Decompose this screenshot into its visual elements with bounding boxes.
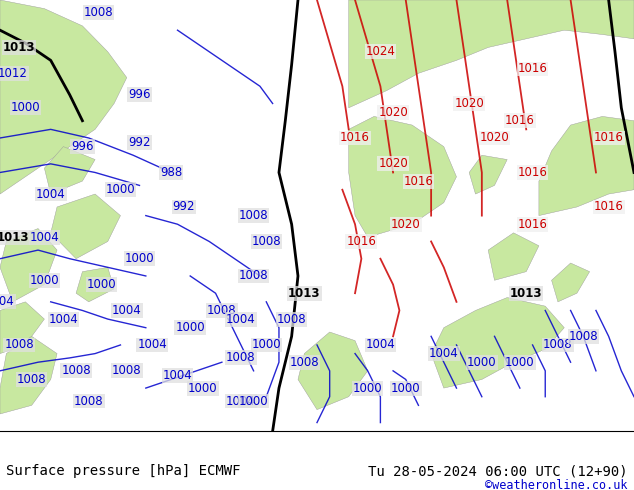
- Text: 1008: 1008: [61, 365, 91, 377]
- Text: 1004: 1004: [49, 313, 78, 325]
- Polygon shape: [0, 228, 57, 302]
- Text: 1004: 1004: [429, 347, 458, 360]
- Text: 1016: 1016: [403, 174, 434, 188]
- Text: 1000: 1000: [188, 382, 217, 394]
- Text: 1004: 1004: [112, 304, 141, 317]
- Polygon shape: [51, 194, 120, 259]
- Polygon shape: [44, 147, 95, 194]
- Text: 1000: 1000: [87, 278, 116, 291]
- Polygon shape: [0, 336, 57, 414]
- Text: 1000: 1000: [30, 274, 59, 287]
- Text: 1024: 1024: [365, 45, 396, 58]
- Text: 992: 992: [172, 200, 195, 214]
- Text: 1008: 1008: [569, 330, 598, 343]
- Text: 1008: 1008: [277, 313, 306, 325]
- Text: 1000: 1000: [176, 321, 205, 334]
- Text: 996: 996: [71, 140, 94, 153]
- Text: 1008: 1008: [290, 356, 319, 368]
- Text: 1008: 1008: [239, 270, 268, 282]
- Text: 1004: 1004: [226, 394, 256, 408]
- Text: 1020: 1020: [391, 218, 420, 231]
- Text: 1004: 1004: [30, 231, 59, 244]
- Text: 1016: 1016: [517, 218, 548, 231]
- Text: 1004: 1004: [36, 188, 65, 200]
- Text: 1000: 1000: [505, 356, 534, 368]
- Text: 1004: 1004: [138, 339, 167, 351]
- Text: 1008: 1008: [74, 394, 103, 408]
- Text: 992: 992: [128, 136, 151, 149]
- Text: 1004: 1004: [163, 368, 192, 382]
- Text: 1013: 1013: [288, 287, 321, 300]
- Text: 1000: 1000: [125, 252, 154, 265]
- Text: 1016: 1016: [340, 131, 370, 145]
- Polygon shape: [349, 0, 634, 108]
- Text: 1020: 1020: [378, 106, 408, 119]
- Text: 1004: 1004: [366, 339, 395, 351]
- Polygon shape: [349, 117, 456, 237]
- Text: 1020: 1020: [480, 131, 509, 145]
- Text: 1000: 1000: [353, 382, 382, 394]
- Text: 1000: 1000: [391, 382, 420, 394]
- Text: 1000: 1000: [11, 101, 40, 114]
- Text: 1000: 1000: [252, 339, 281, 351]
- Polygon shape: [539, 117, 634, 216]
- Text: 1008: 1008: [226, 351, 256, 365]
- Text: 1020: 1020: [378, 157, 408, 171]
- Text: 1008: 1008: [252, 235, 281, 248]
- Text: 1008: 1008: [543, 339, 573, 351]
- Text: 1012: 1012: [0, 67, 28, 80]
- Text: 1008: 1008: [17, 373, 46, 386]
- Text: 1004: 1004: [226, 313, 256, 325]
- Text: 1020: 1020: [455, 97, 484, 110]
- Polygon shape: [431, 297, 564, 388]
- Text: 1016: 1016: [517, 166, 548, 179]
- Polygon shape: [552, 263, 590, 302]
- Text: ©weatheronline.co.uk: ©weatheronline.co.uk: [485, 479, 628, 490]
- Text: 1008: 1008: [239, 209, 268, 222]
- Polygon shape: [0, 302, 44, 354]
- Text: 1008: 1008: [4, 339, 34, 351]
- Text: 996: 996: [128, 88, 151, 101]
- Text: 1013: 1013: [3, 41, 36, 54]
- Text: 1000: 1000: [239, 394, 268, 408]
- Polygon shape: [298, 332, 368, 410]
- Text: 1004: 1004: [0, 295, 15, 308]
- Text: 1016: 1016: [346, 235, 377, 248]
- Text: 1000: 1000: [106, 183, 135, 196]
- Polygon shape: [488, 233, 539, 280]
- Text: Tu 28-05-2024 06:00 UTC (12+90): Tu 28-05-2024 06:00 UTC (12+90): [368, 465, 628, 478]
- Text: 1013: 1013: [510, 287, 543, 300]
- Text: 1013: 1013: [0, 231, 29, 244]
- Text: 1016: 1016: [593, 200, 624, 214]
- Text: 1016: 1016: [517, 63, 548, 75]
- Text: 1008: 1008: [112, 365, 141, 377]
- Text: 988: 988: [160, 166, 183, 179]
- Text: 1016: 1016: [593, 131, 624, 145]
- Text: 1000: 1000: [467, 356, 496, 368]
- Polygon shape: [469, 155, 507, 194]
- Text: Surface pressure [hPa] ECMWF: Surface pressure [hPa] ECMWF: [6, 465, 241, 478]
- Polygon shape: [76, 268, 114, 302]
- Polygon shape: [0, 0, 127, 194]
- Text: 1008: 1008: [84, 6, 113, 20]
- Text: 1008: 1008: [207, 304, 236, 317]
- Text: 1016: 1016: [505, 114, 535, 127]
